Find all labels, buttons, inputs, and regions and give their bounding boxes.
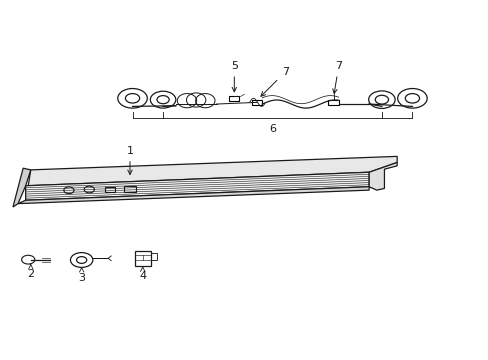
Bar: [229, 96, 239, 101]
Text: 2: 2: [27, 269, 34, 279]
Polygon shape: [368, 162, 396, 190]
Polygon shape: [28, 156, 396, 186]
Bar: [134, 251, 151, 266]
Text: 7: 7: [261, 67, 288, 96]
Text: 5: 5: [230, 61, 237, 92]
Polygon shape: [18, 187, 368, 204]
Bar: [252, 100, 262, 105]
Text: 6: 6: [268, 123, 275, 134]
Bar: [123, 186, 136, 192]
Bar: [151, 253, 157, 260]
Text: 3: 3: [78, 273, 85, 283]
Polygon shape: [13, 168, 31, 207]
Bar: [104, 187, 115, 192]
Text: 4: 4: [139, 271, 146, 282]
Text: 7: 7: [332, 61, 342, 94]
Text: 1: 1: [126, 146, 133, 175]
Bar: [328, 100, 338, 105]
Polygon shape: [26, 172, 368, 200]
